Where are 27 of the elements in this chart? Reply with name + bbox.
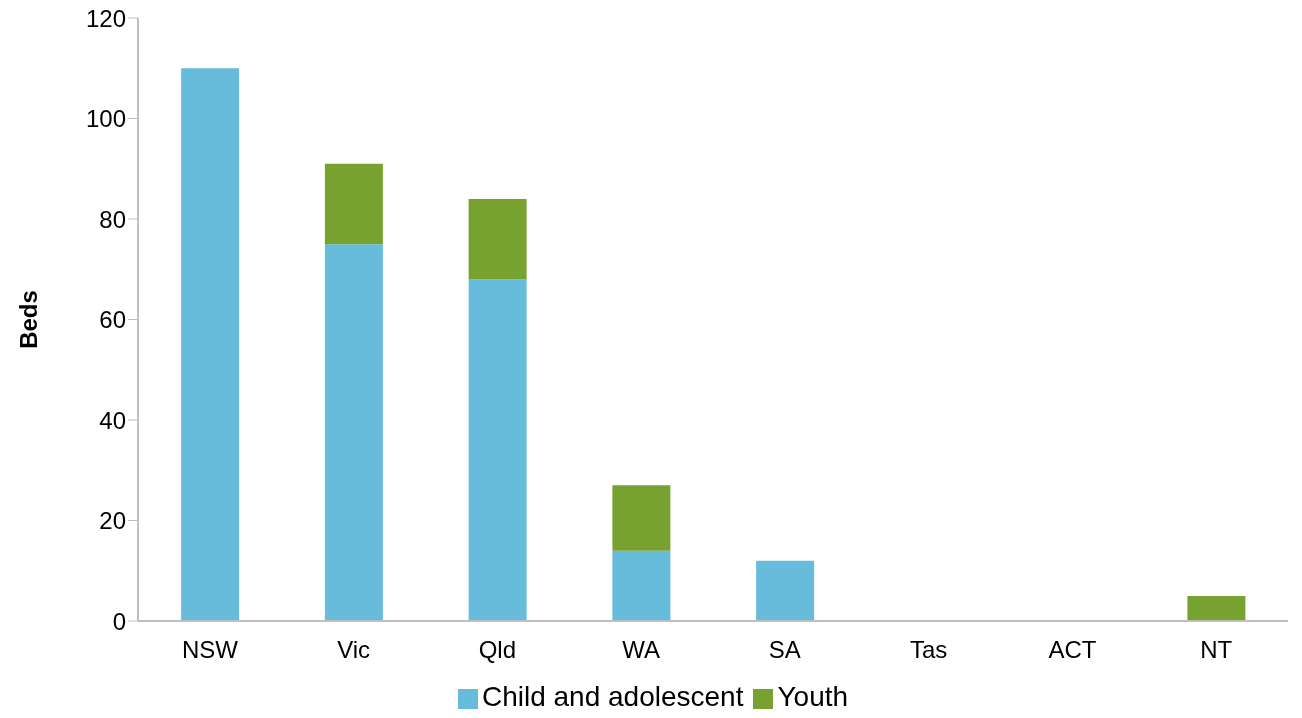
y-tick-label: 60	[99, 306, 126, 334]
legend-label: Child and adolescent	[481, 681, 744, 712]
legend-label: Youth	[777, 681, 849, 712]
x-tick-label: Tas	[909, 636, 948, 664]
y-tick-label: 0	[112, 607, 126, 635]
bar	[1187, 595, 1246, 621]
bar	[324, 163, 383, 245]
x-tick-label: SA	[768, 636, 801, 664]
bar	[468, 198, 527, 280]
y-tick-label: 120	[85, 4, 126, 32]
bar	[612, 550, 671, 621]
bar	[612, 485, 671, 551]
x-tick-label: Vic	[337, 636, 371, 664]
y-axis-title: Beds	[14, 290, 42, 349]
x-tick-label: WA	[622, 636, 661, 664]
y-tick-label: 20	[99, 507, 126, 535]
bar	[756, 560, 815, 621]
y-tick-label: 40	[99, 406, 126, 434]
x-tick-label: NSW	[181, 636, 239, 664]
bar	[324, 244, 383, 621]
y-tick-label: 100	[85, 105, 126, 133]
x-tick-label: NT	[1200, 636, 1233, 664]
x-tick-label: ACT	[1048, 636, 1097, 664]
y-tick-label: 80	[99, 205, 126, 233]
x-tick-label: Qld	[478, 636, 517, 664]
bar	[468, 279, 527, 621]
bar	[181, 68, 240, 621]
